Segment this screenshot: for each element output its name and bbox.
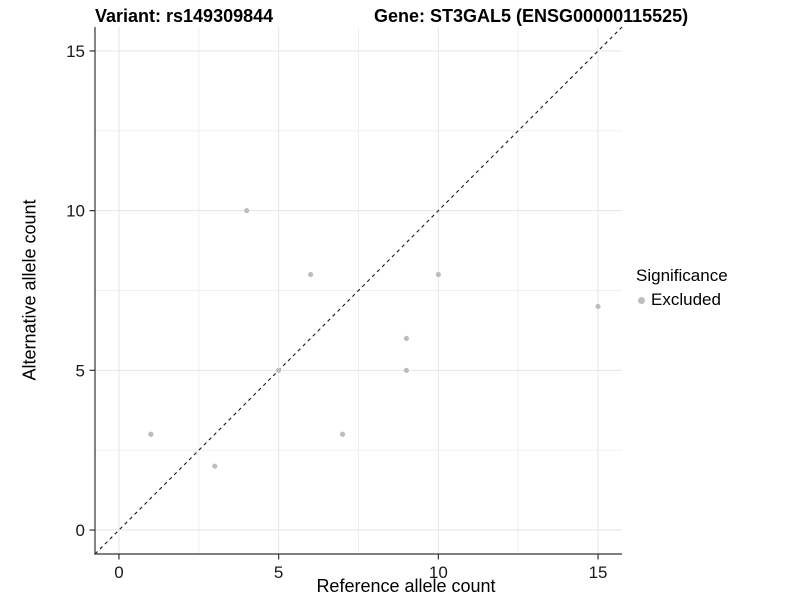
- variant-title: Variant: rs149309844: [95, 6, 274, 26]
- x-axis-title: Reference allele count: [316, 576, 496, 596]
- data-point: [212, 463, 218, 469]
- y-axis-title: Alternative allele count: [19, 199, 40, 381]
- y-tick-label: 15: [66, 42, 85, 61]
- y-tick-label: 10: [66, 202, 85, 221]
- data-point: [595, 303, 601, 310]
- data-point: [148, 431, 154, 437]
- data-point: [403, 367, 410, 373]
- data-point: [403, 335, 410, 342]
- data-point: [307, 271, 314, 278]
- identity-dashed-line: [94, 26, 623, 555]
- data-point: [435, 271, 441, 278]
- gene-title: Gene: ST3GAL5 (ENSG00000115525): [374, 6, 689, 26]
- legend-item-excluded: Excluded: [636, 290, 728, 310]
- y-tick-label: 5: [76, 361, 85, 380]
- x-tick-label: 15: [589, 563, 608, 582]
- x-tick-label: 0: [114, 563, 123, 582]
- y-tick-label: 0: [76, 521, 85, 540]
- legend-title: Significance: [636, 266, 728, 285]
- legend: Significance Excluded: [636, 266, 728, 310]
- legend-item-label: Excluded: [651, 290, 721, 309]
- legend-point-icon: [638, 296, 645, 304]
- x-tick-label: 10: [429, 563, 448, 582]
- data-point: [244, 208, 250, 214]
- data-point: [339, 431, 346, 437]
- x-tick-label: 5: [274, 563, 283, 582]
- data-point: [276, 367, 282, 373]
